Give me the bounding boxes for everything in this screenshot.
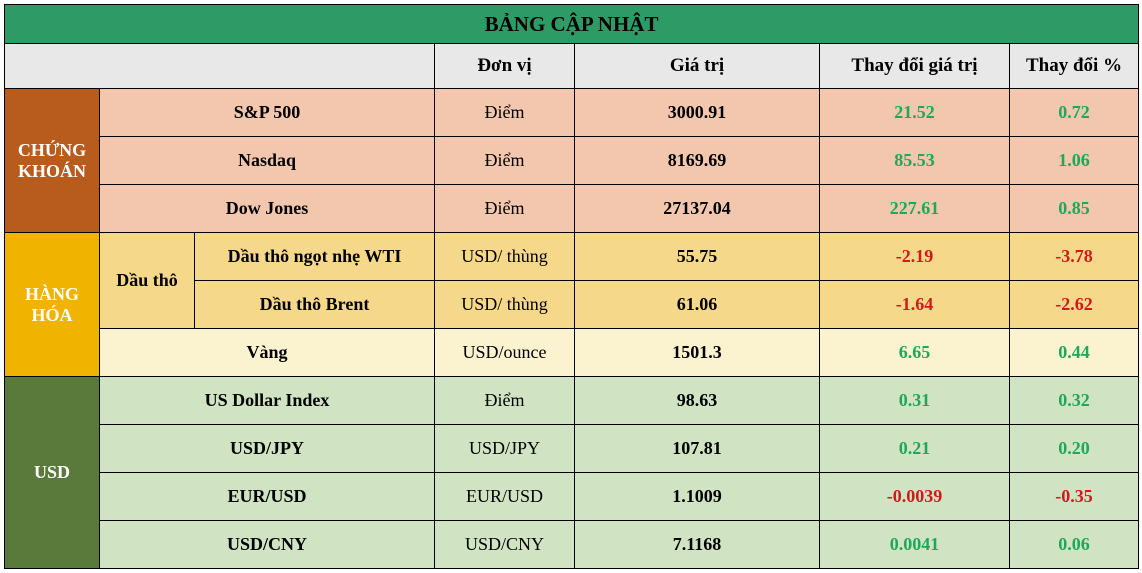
value-eur: 1.1009 (575, 473, 820, 521)
unit-cny: USD/CNY (435, 521, 575, 569)
name-dxy: US Dollar Index (100, 377, 435, 425)
value-jpy: 107.81 (575, 425, 820, 473)
name-nasdaq: Nasdaq (100, 137, 435, 185)
row-gold: Vàng USD/ounce 1501.3 6.65 0.44 (5, 329, 1139, 377)
category-usd: USD (5, 377, 100, 569)
row-cny: USD/CNY USD/CNY 7.1168 0.0041 0.06 (5, 521, 1139, 569)
unit-sp500: Điểm (435, 89, 575, 137)
pct-sp500: 0.72 (1010, 89, 1139, 137)
change-gold: 6.65 (820, 329, 1010, 377)
header-pct: Thay đổi % (1010, 44, 1139, 89)
change-dxy: 0.31 (820, 377, 1010, 425)
change-nasdaq: 85.53 (820, 137, 1010, 185)
unit-wti: USD/ thùng (435, 233, 575, 281)
value-sp500: 3000.91 (575, 89, 820, 137)
name-cny: USD/CNY (100, 521, 435, 569)
header-blank (5, 44, 435, 89)
table-title: BẢNG CẬP NHẬT (5, 5, 1139, 44)
value-cny: 7.1168 (575, 521, 820, 569)
value-brent: 61.06 (575, 281, 820, 329)
category-stocks: CHỨNG KHOÁN (5, 89, 100, 233)
unit-nasdaq: Điểm (435, 137, 575, 185)
header-value: Giá trị (575, 44, 820, 89)
pct-cny: 0.06 (1010, 521, 1139, 569)
unit-dxy: Điểm (435, 377, 575, 425)
change-dow: 227.61 (820, 185, 1010, 233)
name-eur: EUR/USD (100, 473, 435, 521)
pct-gold: 0.44 (1010, 329, 1139, 377)
row-wti: HÀNG HÓA Dầu thô Dầu thô ngọt nhẹ WTI US… (5, 233, 1139, 281)
unit-jpy: USD/JPY (435, 425, 575, 473)
category-commodities: HÀNG HÓA (5, 233, 100, 377)
row-jpy: USD/JPY USD/JPY 107.81 0.21 0.20 (5, 425, 1139, 473)
change-jpy: 0.21 (820, 425, 1010, 473)
update-table: BẢNG CẬP NHẬT Đơn vị Giá trị Thay đổi gi… (4, 4, 1139, 569)
row-nasdaq: Nasdaq Điểm 8169.69 85.53 1.06 (5, 137, 1139, 185)
header-unit: Đơn vị (435, 44, 575, 89)
value-gold: 1501.3 (575, 329, 820, 377)
pct-eur: -0.35 (1010, 473, 1139, 521)
value-nasdaq: 8169.69 (575, 137, 820, 185)
pct-nasdaq: 1.06 (1010, 137, 1139, 185)
change-cny: 0.0041 (820, 521, 1010, 569)
pct-dow: 0.85 (1010, 185, 1139, 233)
name-jpy: USD/JPY (100, 425, 435, 473)
unit-brent: USD/ thùng (435, 281, 575, 329)
name-dow: Dow Jones (100, 185, 435, 233)
pct-wti: -3.78 (1010, 233, 1139, 281)
name-sp500: S&P 500 (100, 89, 435, 137)
name-gold: Vàng (100, 329, 435, 377)
change-brent: -1.64 (820, 281, 1010, 329)
value-wti: 55.75 (575, 233, 820, 281)
pct-jpy: 0.20 (1010, 425, 1139, 473)
pct-brent: -2.62 (1010, 281, 1139, 329)
unit-dow: Điểm (435, 185, 575, 233)
unit-eur: EUR/USD (435, 473, 575, 521)
value-dxy: 98.63 (575, 377, 820, 425)
name-wti: Dầu thô ngọt nhẹ WTI (195, 233, 435, 281)
subcategory-oil: Dầu thô (100, 233, 195, 329)
change-wti: -2.19 (820, 233, 1010, 281)
row-sp500: CHỨNG KHOÁN S&P 500 Điểm 3000.91 21.52 0… (5, 89, 1139, 137)
name-brent: Dầu thô Brent (195, 281, 435, 329)
change-sp500: 21.52 (820, 89, 1010, 137)
row-dow: Dow Jones Điểm 27137.04 227.61 0.85 (5, 185, 1139, 233)
change-eur: -0.0039 (820, 473, 1010, 521)
pct-dxy: 0.32 (1010, 377, 1139, 425)
header-row: Đơn vị Giá trị Thay đổi giá trị Thay đổi… (5, 44, 1139, 89)
unit-gold: USD/ounce (435, 329, 575, 377)
row-eur: EUR/USD EUR/USD 1.1009 -0.0039 -0.35 (5, 473, 1139, 521)
value-dow: 27137.04 (575, 185, 820, 233)
title-row: BẢNG CẬP NHẬT (5, 5, 1139, 44)
header-change: Thay đổi giá trị (820, 44, 1010, 89)
row-dxy: USD US Dollar Index Điểm 98.63 0.31 0.32 (5, 377, 1139, 425)
